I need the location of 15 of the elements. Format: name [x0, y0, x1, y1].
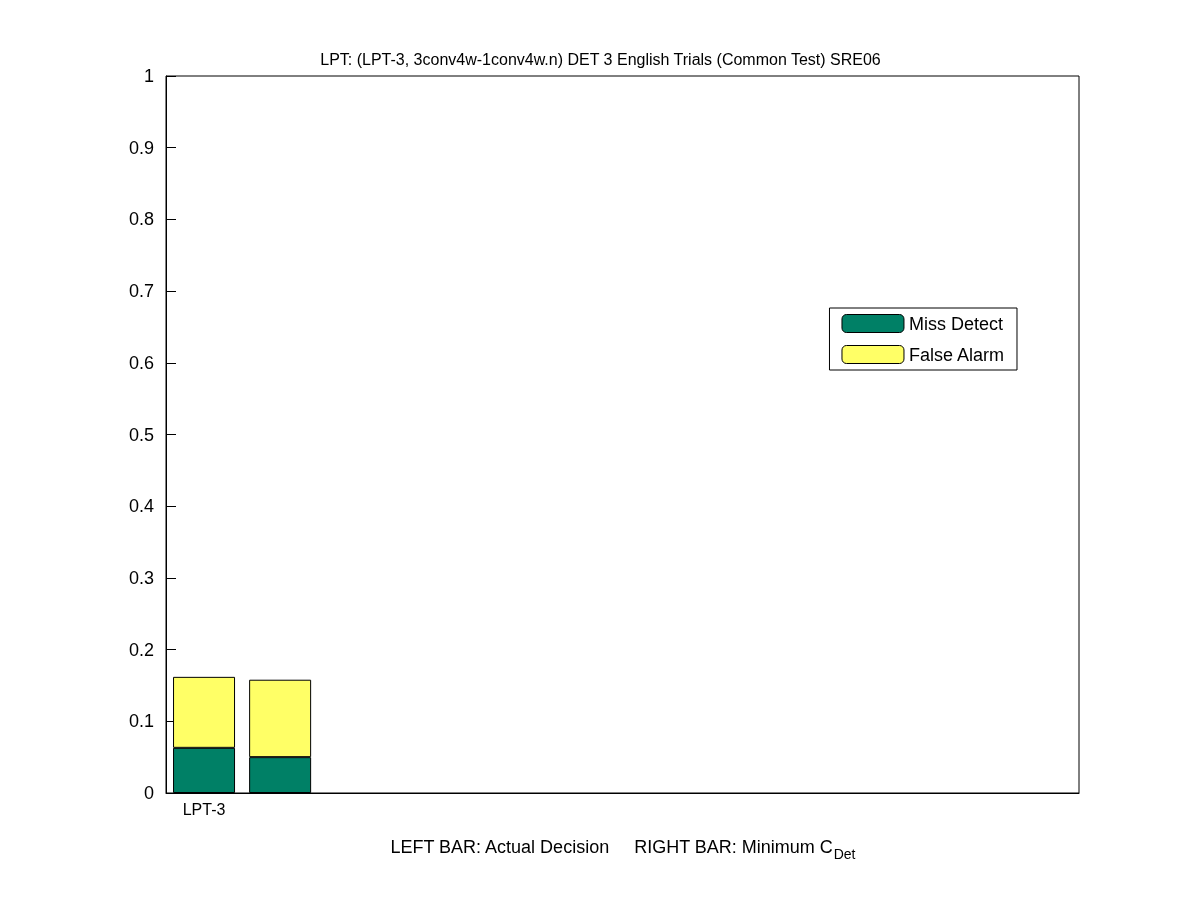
- y-tick-label: 0.3: [128, 567, 154, 588]
- y-tick-label: 0.1: [128, 711, 154, 732]
- y-tick-label: 0.6: [128, 352, 154, 373]
- y-tick-label: 0.8: [128, 209, 154, 230]
- legend-label: False Alarm: [908, 344, 1005, 365]
- y-tick-label: 0.9: [128, 137, 154, 158]
- y-tick-label: 0.5: [128, 424, 154, 445]
- y-tick-label: 0: [143, 783, 154, 803]
- x-tick-label: LPT-3: [182, 800, 226, 818]
- legend-label: Miss Detect: [908, 313, 1004, 334]
- y-tick-label: 0.4: [128, 496, 154, 517]
- y-tick-label: 1: [143, 66, 154, 86]
- y-tick-label: 0.7: [128, 281, 154, 302]
- chart-title: LPT: (LPT-3, 3conv4w-1conv4w.n) DET 3 English Trials (Common Test) SRE06: [320, 50, 881, 68]
- y-tick-label: 0.2: [128, 639, 154, 660]
